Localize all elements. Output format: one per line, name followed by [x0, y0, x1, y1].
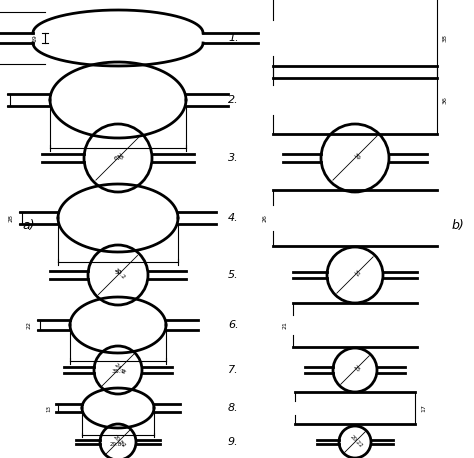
- Text: 4.: 4.: [228, 213, 238, 223]
- Text: 24.8: 24.8: [112, 362, 126, 376]
- Text: 3.: 3.: [228, 153, 238, 163]
- Text: 17: 17: [421, 404, 426, 412]
- Text: 19: 19: [32, 34, 37, 42]
- Text: 20.22: 20.22: [348, 434, 363, 448]
- Text: 8.: 8.: [228, 403, 238, 413]
- Text: 31.2: 31.2: [113, 267, 126, 280]
- Text: 31: 31: [352, 269, 361, 278]
- Text: 33: 33: [0, 96, 2, 104]
- Text: 38: 38: [443, 34, 448, 42]
- Text: 39: 39: [352, 152, 361, 161]
- Text: 20.52: 20.52: [111, 434, 126, 448]
- Text: 9.: 9.: [228, 437, 238, 447]
- Text: 13: 13: [46, 404, 51, 411]
- Text: 5.: 5.: [228, 270, 238, 280]
- Text: 67: 67: [114, 156, 122, 161]
- Text: 28: 28: [115, 152, 124, 161]
- Text: a): a): [22, 218, 35, 231]
- Text: 7.: 7.: [228, 365, 238, 375]
- Text: 22: 22: [27, 321, 32, 329]
- Text: 35.1: 35.1: [111, 369, 125, 374]
- Text: b): b): [452, 218, 465, 231]
- Text: 2.: 2.: [228, 95, 238, 105]
- Text: 1.: 1.: [228, 33, 238, 43]
- Text: 36: 36: [443, 96, 448, 104]
- Text: 50: 50: [114, 270, 122, 275]
- Text: 6.: 6.: [228, 320, 238, 330]
- Text: 28: 28: [9, 214, 14, 222]
- Text: 26: 26: [263, 214, 268, 222]
- Text: 21: 21: [283, 321, 288, 329]
- Text: 29.81: 29.81: [110, 442, 126, 447]
- Text: 25: 25: [352, 365, 361, 373]
